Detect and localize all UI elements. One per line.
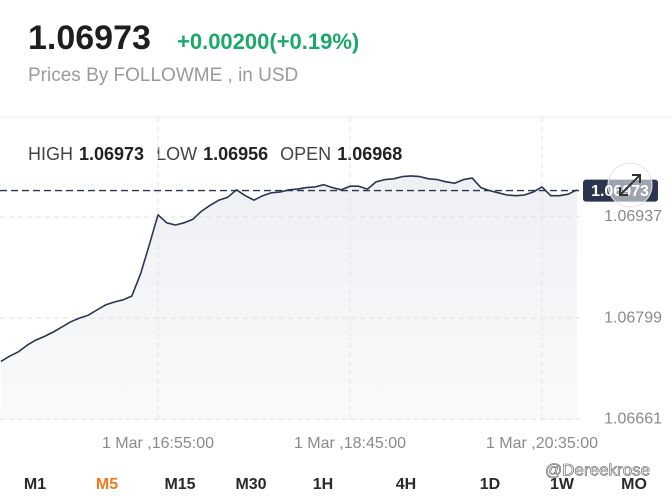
stat-label: OPEN xyxy=(280,144,331,164)
timeframe-tab[interactable]: MO xyxy=(621,476,647,493)
expand-button[interactable] xyxy=(607,162,653,208)
x-tick-label: 1 Mar ,16:55:00 xyxy=(102,435,214,452)
y-tick-label: 1.06661 xyxy=(604,410,662,427)
stat-value: 1.06973 xyxy=(79,144,144,164)
x-tick-label: 1 Mar ,20:35:00 xyxy=(486,435,598,452)
timeframe-tab[interactable]: M30 xyxy=(235,476,266,493)
y-tick-label: 1.06937 xyxy=(604,208,662,225)
timeframe-tab[interactable]: 4H xyxy=(396,476,416,493)
expand-icon xyxy=(619,174,641,196)
stat-value: 1.06956 xyxy=(203,144,268,164)
price-change: +0.00200(+0.19%) xyxy=(177,29,359,54)
timeframe-tab[interactable]: M15 xyxy=(164,476,195,493)
area xyxy=(0,175,577,420)
watermark: @Dereekrose xyxy=(545,460,650,479)
y-tick-label: 1.06799 xyxy=(604,309,662,326)
price: 1.06973 xyxy=(28,19,151,57)
stat-value: 1.06968 xyxy=(337,144,402,164)
timeframe-tab[interactable]: M1 xyxy=(24,476,46,493)
tab-bar: M1 M5 M15 M30 1H 4H 1D 1W MO xyxy=(24,476,647,493)
stat-label: HIGH xyxy=(28,144,73,164)
chart: 1.06937 1.06799 1.06661 1 Mar ,16:55:00 1 Ma… xyxy=(0,118,662,452)
subtitle: Prices By FOLLOWME , in USD xyxy=(28,65,298,86)
x-tick-label: 1 Mar ,18:45:00 xyxy=(294,435,406,452)
stats-row: HIGH 1.06973 LOW 1.06956 OPEN 1.06968 xyxy=(28,144,402,164)
timeframe-tab[interactable]: M5 xyxy=(96,476,118,493)
timeframe-tab[interactable]: 1D xyxy=(480,476,500,493)
stat-label: LOW xyxy=(156,144,197,164)
price-line xyxy=(0,175,578,363)
timeframe-tab[interactable]: 1W xyxy=(550,476,575,493)
timeframe-tab[interactable]: 1H xyxy=(313,476,333,493)
